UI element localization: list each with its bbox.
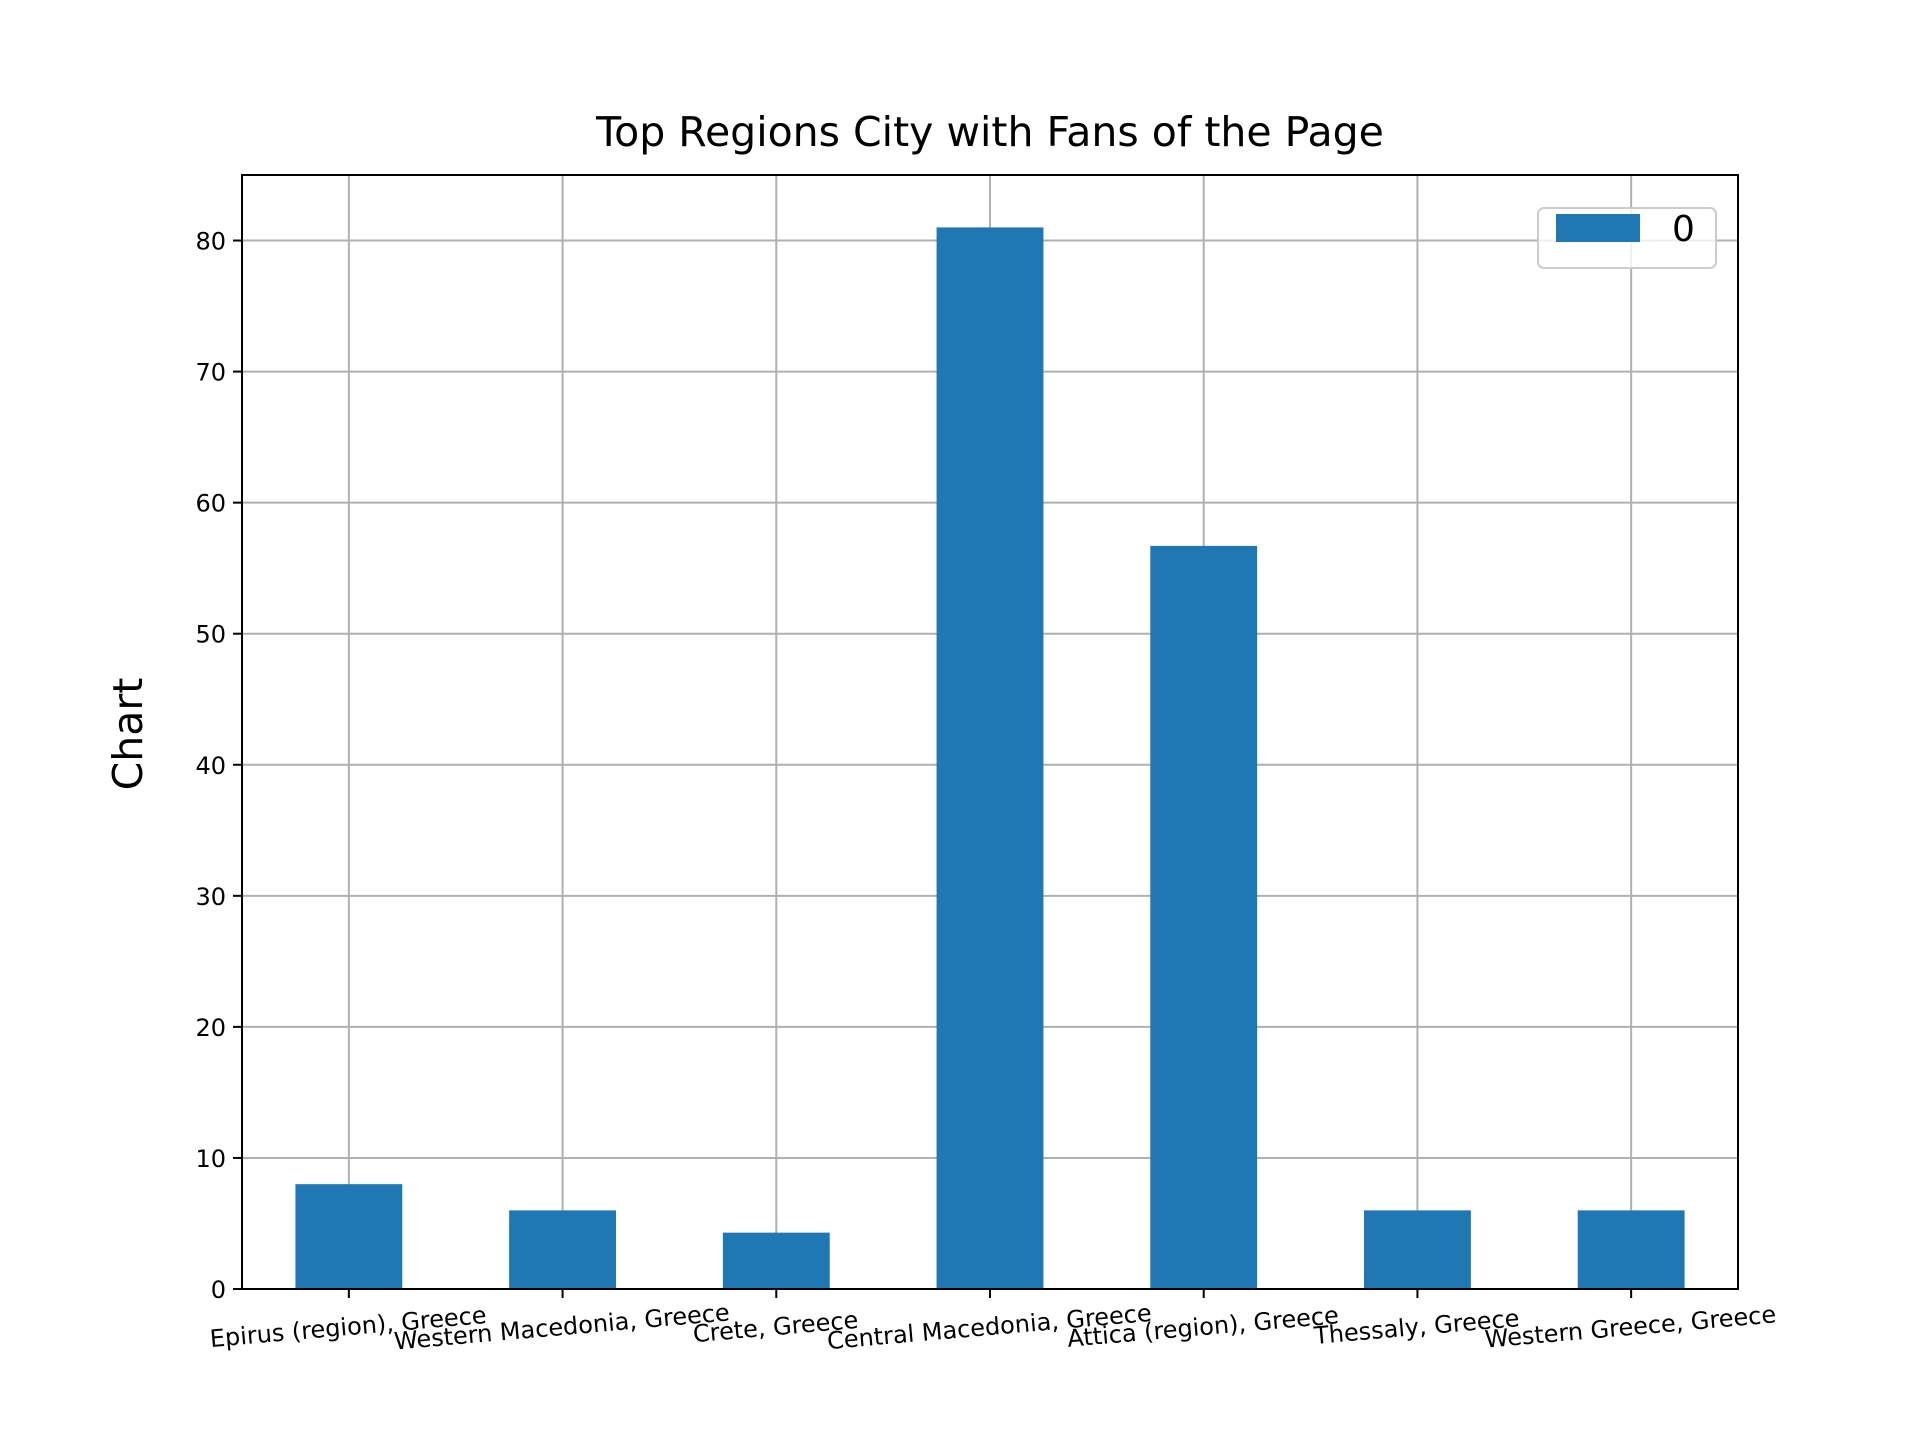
bar (936, 227, 1044, 1289)
y-tick-label: 10 (195, 1145, 226, 1173)
bar (722, 1232, 830, 1289)
y-tick-label: 40 (195, 752, 226, 780)
bar (1364, 1210, 1471, 1289)
y-tick-label: 30 (195, 883, 226, 911)
legend-label: 0 (1672, 209, 1695, 250)
y-tick-label: 70 (195, 359, 226, 387)
y-axis-ticks: 0 10 20 30 40 50 60 70 80 (195, 228, 242, 1304)
y-tick-label: 80 (195, 228, 226, 256)
bar (509, 1210, 616, 1289)
bar (295, 1184, 403, 1289)
bar (1577, 1210, 1685, 1289)
bar (1150, 545, 1258, 1289)
legend: 0 (1537, 207, 1717, 269)
y-tick-label: 0 (211, 1276, 226, 1304)
bars (295, 227, 1685, 1289)
y-axis-label: Chart (104, 678, 152, 791)
y-tick-label: 60 (195, 490, 226, 518)
y-tick-label: 20 (195, 1014, 226, 1042)
legend-swatch (1556, 214, 1640, 242)
y-tick-label: 50 (195, 621, 226, 649)
chart-title: Top Regions City with Fans of the Page (595, 108, 1384, 156)
